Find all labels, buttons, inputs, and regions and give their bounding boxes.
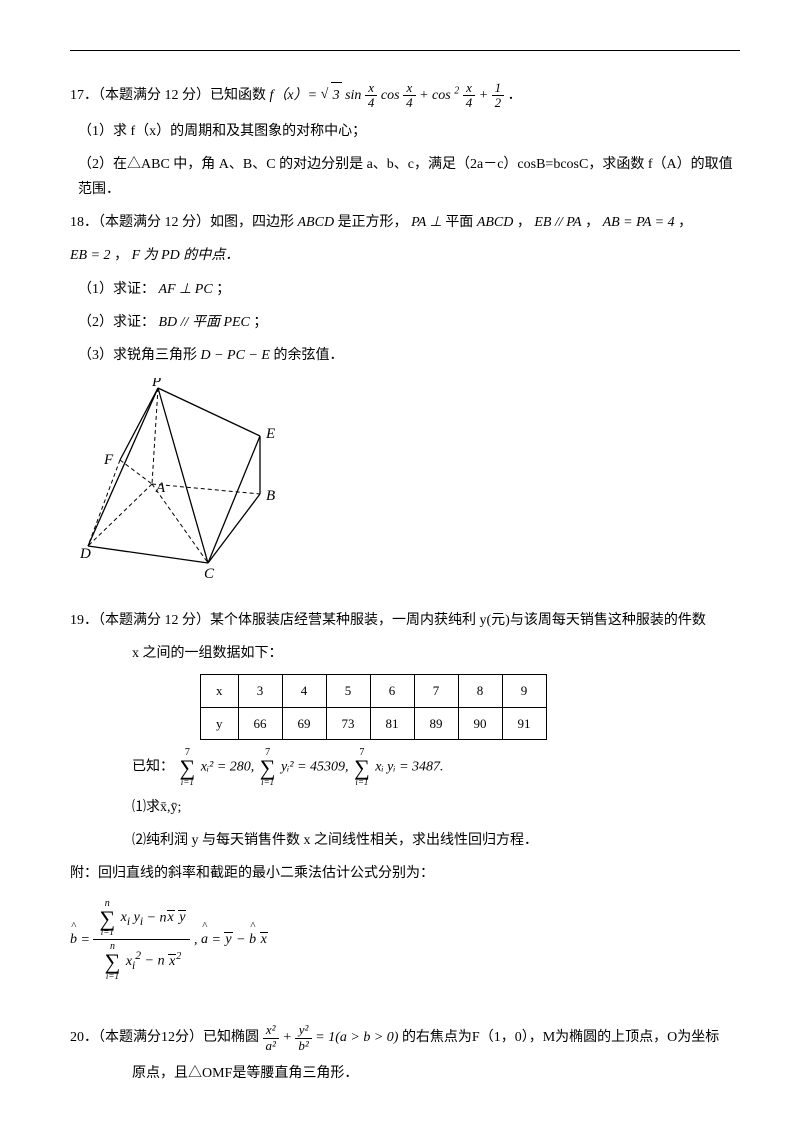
dot: ． [508, 88, 522, 103]
plus2: + [479, 88, 488, 103]
term-x2: xᵢ² [201, 760, 214, 775]
eq3487: = 3487. [399, 760, 443, 775]
q18-p1: （1）求证： AF ⊥ PC ； [70, 277, 740, 302]
frac-x4-1: x4 [365, 81, 378, 111]
q17-text: 17．（本题满分 12 分）已知函数 [70, 88, 266, 103]
a-hat: a [201, 927, 208, 952]
eq45309: = 45309, [297, 760, 348, 775]
q18-header2: EB = 2 ， F 为 PD 的中点． [70, 243, 740, 268]
sigma-3: 7∑i=1 [354, 748, 370, 787]
sin: sin [345, 88, 361, 103]
q19-formula: b = n∑i=1 xi yi − nx y n∑i=1 xi2 − n x2 … [70, 897, 740, 984]
q17-func: f（x）= [270, 88, 318, 103]
cos2: cos [432, 88, 451, 103]
q17-p1: （1）求 f（x）的周期和及其图象的对称中心； [70, 119, 740, 144]
q17-p2: （2）在△ABC 中，角 A、B、C 的对边分别是 a、b、c，满足（2a－c）… [70, 152, 740, 202]
q20-cond: = 1(a > b > 0) [315, 1030, 398, 1045]
label-a: A [155, 480, 166, 496]
frac-half: 12 [492, 81, 505, 111]
ybar: y [224, 932, 232, 947]
q19-p1: ⑴求x̄,ȳ; [70, 795, 740, 820]
label-f: F [103, 452, 114, 468]
label-e: E [265, 426, 275, 442]
frac-x4-3: x4 [463, 81, 476, 111]
frac-yb: y²b² [295, 1023, 311, 1053]
q19-appendix: 附：回归直线的斜率和截距的最小二乘法估计公式分别为： [70, 861, 740, 886]
page: 17．（本题满分 12 分）已知函数 f（x）= 3 sin x4 cos x4… [0, 0, 800, 1132]
q18-header: 18．（本题满分 12 分）如图，四边形 ABCD 是正方形， PA ⊥ 平面 … [70, 210, 740, 235]
term-xy: xᵢ yᵢ [375, 760, 395, 775]
pa-perp: PA ⊥ [411, 215, 442, 230]
plus1: + [419, 88, 428, 103]
term-y2: yᵢ² [281, 760, 294, 775]
label-p: P [151, 378, 161, 390]
q18-b: 是正方形， [338, 215, 408, 230]
q19-known: 已知： 7∑i=1 xᵢ² = 280, 7∑i=1 yᵢ² = 45309, … [70, 748, 740, 787]
abcd2: ABCD [477, 215, 514, 230]
q19-header: 19．（本题满分 12 分）某个体服装店经营某种服装，一周内获纯利 y(元)与该… [70, 608, 740, 633]
big-frac: n∑i=1 xi yi − nx y n∑i=1 xi2 − n x2 [93, 897, 190, 984]
q19-header2: x 之间的一组数据如下： [70, 641, 740, 666]
q20-line2: 原点，且△OMF是等腰直角三角形． [70, 1061, 740, 1086]
table-row-y: y 66 69 73 81 89 90 91 [201, 707, 547, 739]
frac-xa: x²a² [263, 1023, 279, 1053]
sigma-1: 7∑i=1 [180, 748, 196, 787]
q17-header: 17．（本题满分 12 分）已知函数 f（x）= 3 sin x4 cos x4… [70, 81, 740, 111]
q18-p2: （2）求证： BD // 平面 PEC ； [70, 310, 740, 335]
label-d: D [80, 546, 91, 562]
cos1: cos [381, 88, 400, 103]
c2: ， [585, 215, 599, 230]
q18-a: 18．（本题满分 12 分）如图，四边形 [70, 215, 298, 230]
q20-header: 20．（本题满分12分）已知椭圆 x²a² + y²b² = 1(a > b >… [70, 1023, 740, 1053]
frac-x4-2: x4 [403, 81, 416, 111]
fmid: F 为 PD 的中点． [132, 248, 240, 263]
q19-table: x 3 4 5 6 7 8 9 y 66 69 73 81 89 90 91 [200, 674, 547, 740]
ebpar: EB // PA [534, 215, 581, 230]
b-hat: b [70, 927, 77, 952]
table-row-x: x 3 4 5 6 7 8 9 [201, 675, 547, 707]
sigma-2: 7∑i=1 [260, 748, 276, 787]
eq280: = 280, [217, 760, 254, 775]
q18-figure: P E B C D A F [80, 378, 285, 578]
top-rule [70, 50, 740, 51]
q19-p2: ⑵纯利润 y 与每天销售件数 x 之间线性相关，求出线性回归方程． [70, 828, 740, 853]
c3: ， [678, 215, 692, 230]
q18-p3: （3）求锐角三角形 D − PC − E 的余弦值． [70, 343, 740, 368]
sq: 2 [454, 85, 459, 96]
plane: 平面 [445, 215, 477, 230]
sqrt3: 3 [331, 82, 342, 108]
c4: ， [114, 248, 128, 263]
ebeq: EB = 2 [70, 248, 111, 263]
label-c: C [204, 566, 215, 578]
c1: ， [517, 215, 531, 230]
abcd: ABCD [298, 215, 335, 230]
abeq: AB = PA = 4 [603, 215, 675, 230]
xbar: x [260, 932, 268, 947]
label-b: B [266, 488, 275, 504]
